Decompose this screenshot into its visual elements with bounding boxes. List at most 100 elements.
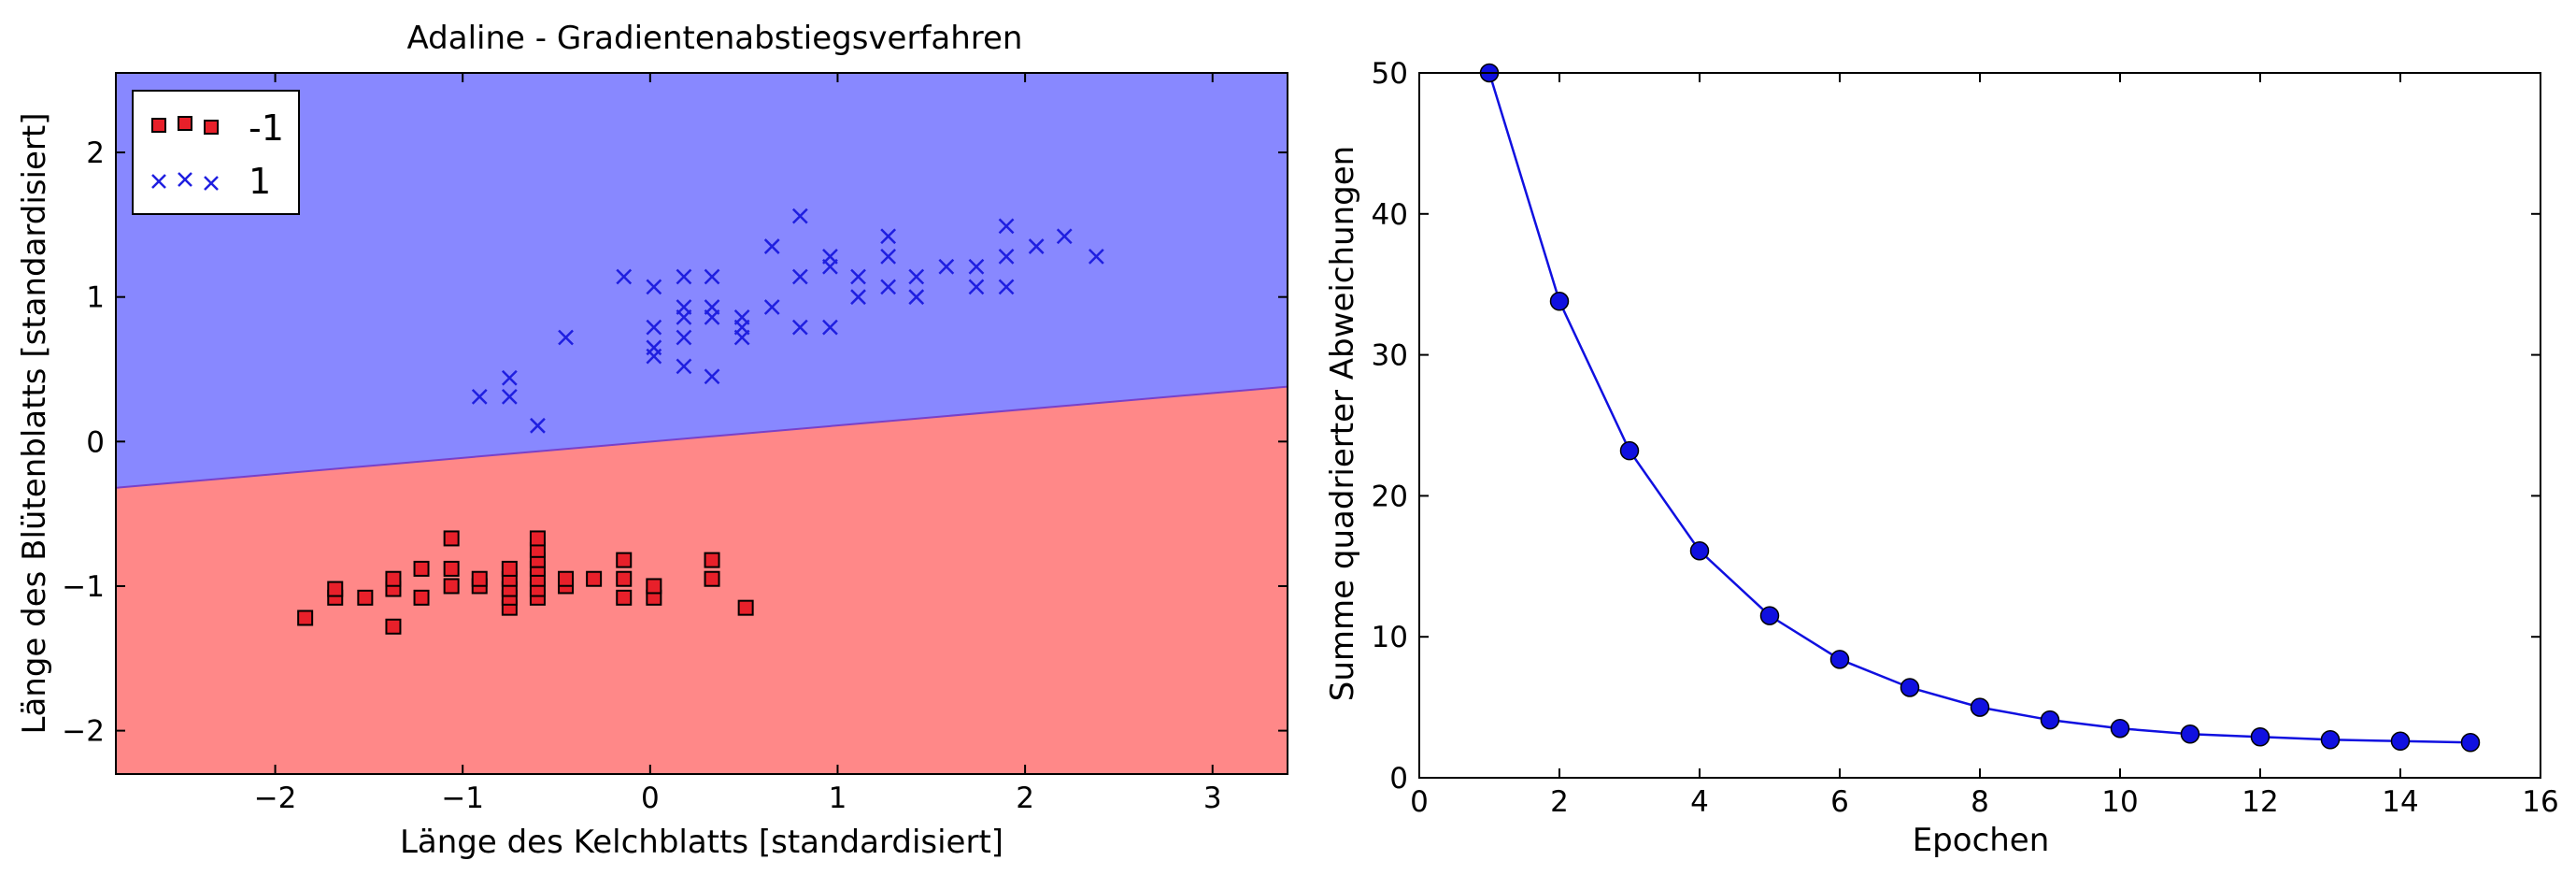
left-axis-ticks: −2 −1 0 1 2 3 −2 −1 0 1 2 <box>62 73 1288 815</box>
data-point-pos <box>880 249 897 265</box>
legend-box <box>132 90 300 215</box>
data-point-pos <box>763 299 780 315</box>
data-point-pos <box>791 268 808 285</box>
data-point-neg <box>616 589 633 606</box>
data-point-pos <box>733 329 750 346</box>
data-point-pos <box>1056 228 1073 245</box>
cost-point <box>2460 733 2481 753</box>
y-tick-label: 40 <box>1372 198 1408 232</box>
x-tick-label: 14 <box>2382 785 2418 819</box>
y-tick-label: 0 <box>86 425 105 459</box>
region-class-neg <box>116 386 1288 774</box>
data-point-neg <box>385 570 402 587</box>
x-tick-label: −2 <box>254 782 297 815</box>
x-tick-label: 0 <box>641 782 660 815</box>
data-point-pos <box>676 358 692 375</box>
x-tick-label: 2 <box>1550 785 1569 819</box>
x-tick-label: 3 <box>1203 782 1222 815</box>
decision-region-plot: Adaline - Gradientenabstiegsverfahren −2… <box>16 20 1288 861</box>
x-tick-label: 0 <box>1410 785 1429 819</box>
right-axis-ticks: 0 2 4 6 8 10 12 14 16 0 10 20 30 40 50 <box>1372 57 2559 819</box>
data-point-pos <box>908 268 925 285</box>
data-point-pos <box>704 308 720 325</box>
data-point-pos <box>676 308 692 325</box>
decision-boundary <box>115 385 1288 489</box>
y-tick-label: 20 <box>1372 480 1408 513</box>
x-tick-label: 6 <box>1830 785 1849 819</box>
data-point-pos <box>616 268 633 285</box>
y-tick-label: 50 <box>1372 57 1408 91</box>
data-point-pos <box>968 279 985 295</box>
y-tick-label: 10 <box>1372 621 1408 654</box>
data-point-pos <box>646 319 662 336</box>
cost-point <box>1970 697 1990 717</box>
data-point-pos <box>880 279 897 295</box>
data-point-pos <box>791 208 808 224</box>
data-point-neg <box>357 589 374 606</box>
data-point-neg <box>443 530 460 547</box>
cost-point <box>2180 724 2200 744</box>
legend-x-marker <box>151 172 219 191</box>
legend-label-neg: -1 <box>249 108 284 149</box>
data-point-pos <box>530 417 546 434</box>
cost-point <box>2110 718 2130 739</box>
right-plot-area <box>1479 63 2481 753</box>
x-axis-label: Länge des Kelchblatts [standardisiert] <box>400 824 1003 861</box>
x-tick-label: 10 <box>2101 785 2138 819</box>
data-point-pos <box>501 369 518 386</box>
x-tick-label: 12 <box>2242 785 2278 819</box>
data-point-pos <box>646 348 662 365</box>
data-point-pos <box>880 228 897 245</box>
legend-square-marker <box>151 118 166 133</box>
data-point-pos <box>1088 249 1104 265</box>
x-tick-label: 1 <box>829 782 847 815</box>
y-tick-label: 1 <box>86 281 105 315</box>
x-tick-label: 16 <box>2522 785 2558 819</box>
data-point-pos <box>791 319 808 336</box>
y-axis-label: Summe quadrierter Abweichungen <box>1324 146 1361 701</box>
cost-point <box>2320 730 2341 750</box>
data-point-neg <box>616 552 633 568</box>
legend-square-marker <box>178 116 192 131</box>
y-axis-label: Länge des Blütenblatts [standardisiert] <box>16 113 53 735</box>
cost-line <box>1487 72 2471 744</box>
data-point-pos <box>704 268 720 285</box>
cost-point <box>1689 540 1710 561</box>
data-point-pos <box>998 279 1015 295</box>
y-tick-label: −1 <box>62 570 105 604</box>
data-point-pos <box>998 218 1015 235</box>
data-point-neg <box>471 570 488 587</box>
data-point-neg <box>385 618 402 635</box>
data-point-neg <box>646 578 662 595</box>
data-point-neg <box>327 581 344 597</box>
data-point-neg <box>616 570 633 587</box>
data-point-neg <box>704 552 720 568</box>
legend: -1 1 <box>132 90 300 215</box>
data-point-pos <box>676 329 692 346</box>
data-point-pos <box>676 268 692 285</box>
data-point-neg <box>704 570 720 587</box>
data-point-neg <box>501 560 518 577</box>
y-tick-label: 0 <box>1389 762 1408 796</box>
right-plot-frame <box>1418 72 2541 779</box>
y-tick-label: 30 <box>1372 339 1408 373</box>
data-point-pos <box>501 389 518 405</box>
data-point-pos <box>763 238 780 254</box>
plot-title: Adaline - Gradientenabstiegsverfahren <box>407 20 1023 57</box>
data-point-pos <box>850 268 866 285</box>
cost-point <box>2390 731 2411 752</box>
x-tick-label: 8 <box>1971 785 1989 819</box>
data-point-pos <box>1028 238 1045 254</box>
data-point-pos <box>968 258 985 275</box>
data-point-neg <box>297 610 314 626</box>
left-plot-area <box>115 73 1288 774</box>
data-point-neg <box>558 570 575 587</box>
data-point-neg <box>737 599 754 616</box>
data-point-neg <box>413 560 430 577</box>
x-tick-label: −1 <box>441 782 484 815</box>
cost-point <box>1759 606 1780 625</box>
data-point-neg <box>413 589 430 606</box>
data-point-pos <box>908 289 925 306</box>
region-class-pos <box>116 73 1288 488</box>
y-tick-label: −2 <box>62 715 105 749</box>
